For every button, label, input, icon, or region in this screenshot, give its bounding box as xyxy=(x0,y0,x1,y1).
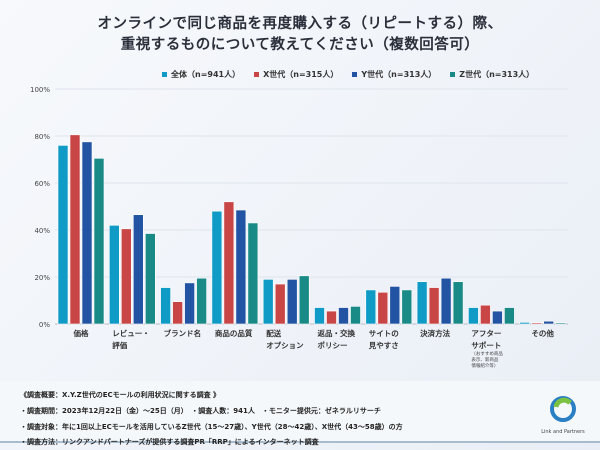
bar-4-2 xyxy=(286,279,298,325)
x-tick-label: 返品・交換 xyxy=(318,328,356,338)
legend-swatch xyxy=(162,72,167,77)
bar-3-3 xyxy=(247,222,259,325)
bar-9-0 xyxy=(519,322,531,325)
logo-mark-icon xyxy=(550,396,576,422)
x-tick-label: 商品の品質 xyxy=(215,328,253,338)
x-tick-label: アフター xyxy=(471,328,501,338)
bar-6-1 xyxy=(377,291,389,325)
legend-label: 全体（n=941人） xyxy=(171,70,241,79)
bar-4-0 xyxy=(262,279,274,325)
legend-swatch xyxy=(352,72,358,77)
bar-9-2 xyxy=(543,320,555,325)
legend-label: Y世代（n=313人） xyxy=(361,70,437,79)
bar-3-1 xyxy=(223,201,235,325)
logo-text: Link and Partners xyxy=(541,429,585,435)
x-tick-label: 評価 xyxy=(112,340,127,350)
bar-4-3 xyxy=(298,275,310,325)
y-tick-label: 0% xyxy=(39,321,50,329)
survey-method: ・調査方法：リンクアンドパートナーズが提供する調査PR「RRP」によるインターネ… xyxy=(20,438,319,446)
bar-9-3 xyxy=(555,322,567,325)
x-tick-label: 決済方法 xyxy=(420,328,450,338)
legend-item: Z世代（n=313人） xyxy=(450,69,534,80)
bar-6-3 xyxy=(401,289,413,325)
legend-item: X世代（n=315人） xyxy=(254,69,338,80)
x-tick-note: （おすすめ商品 xyxy=(471,350,503,357)
bar-1-1 xyxy=(121,228,132,325)
bar-3-0 xyxy=(211,210,223,325)
bar-7-1 xyxy=(428,287,440,325)
title-line-2: 重視するものについて教えてください（複数回答可） xyxy=(120,37,480,53)
bar-3-2 xyxy=(235,209,247,325)
bar-1-3 xyxy=(145,233,156,325)
bar-2-3 xyxy=(196,277,207,325)
bar-2-1 xyxy=(172,301,183,325)
x-tick-label: ポリシー xyxy=(318,340,348,350)
x-tick-note: 情報紹介等） xyxy=(471,362,498,369)
legend-item: 全体（n=941人） xyxy=(162,69,240,80)
bar-8-3 xyxy=(504,307,515,325)
bar-2-2 xyxy=(184,282,195,325)
legend: 全体（n=941人） X世代（n=315人） Y世代（n=313人） Z世代（n… xyxy=(162,69,534,80)
bar-6-2 xyxy=(389,286,401,325)
y-tick-label: 80% xyxy=(34,133,50,141)
x-tick-label: サポート xyxy=(471,340,501,350)
x-tick-label: 見やすさ xyxy=(368,340,399,350)
x-tick-label: オプション xyxy=(266,340,304,350)
bar-0-2 xyxy=(81,141,93,325)
x-tick-label: ブランド名 xyxy=(164,328,202,338)
legend-swatch xyxy=(450,72,456,77)
bar-5-2 xyxy=(338,307,349,325)
legend-label: Z世代（n=313人） xyxy=(459,70,535,79)
bar-5-0 xyxy=(314,307,325,325)
x-tick-label: その他 xyxy=(531,328,554,338)
bar-2-0 xyxy=(160,287,171,325)
legend-swatch xyxy=(254,72,260,77)
bar-0-1 xyxy=(69,134,81,325)
title-line-1: オンラインで同じ商品を再度購入する（リピートする）際、 xyxy=(97,16,503,32)
bar-0-3 xyxy=(93,158,105,325)
y-tick-label: 100% xyxy=(30,86,50,94)
x-tick-label: 配送 xyxy=(266,328,281,338)
legend-item: Y世代（n=313人） xyxy=(352,69,436,80)
bar-0-0 xyxy=(57,145,69,325)
survey-period: ・調査期間：2023年12月22日（金）～25日（月） ・調査人数：941人 ・… xyxy=(20,407,381,415)
bar-chart: 0% 20% 40% 60% 80% 100% 価格 レビュー・評価 ブランド名 商品の品質 配送オ… xyxy=(30,86,568,369)
survey-summary: 《調査概要：X.Y.Z世代のECモールの利用状況に関する調査 》 xyxy=(20,391,221,399)
bar-5-1 xyxy=(326,310,337,325)
bar-1-2 xyxy=(133,214,144,325)
survey-target: ・調査対象：年に1回以上ECモールを活用しているZ世代（15～27歳）、Y世代（… xyxy=(20,423,403,431)
bar-7-3 xyxy=(452,281,464,325)
bar-9-1 xyxy=(531,322,543,325)
y-tick-label: 20% xyxy=(34,274,50,282)
company-logo: Link and Partners xyxy=(540,395,586,435)
bar-8-2 xyxy=(492,310,503,325)
bar-5-3 xyxy=(350,306,361,325)
y-tick-label: 40% xyxy=(34,227,50,235)
survey-footer: 《調査概要：X.Y.Z世代のECモールの利用状況に関する調査 》 ・調査期間：2… xyxy=(0,381,600,446)
x-tick-label: レビュー・ xyxy=(112,328,150,338)
bar-6-0 xyxy=(365,289,377,325)
bar-7-2 xyxy=(440,277,452,325)
bar-4-1 xyxy=(274,283,286,325)
legend-label: X世代（n=315人） xyxy=(263,70,339,79)
bar-8-0 xyxy=(468,307,479,325)
bar-8-1 xyxy=(480,304,491,325)
chart-title: オンラインで同じ商品を再度購入する（リピートする）際、 重視するものについて教え… xyxy=(0,14,600,56)
bar-7-0 xyxy=(416,281,428,325)
y-tick-label: 60% xyxy=(34,180,50,188)
x-tick-note: 表示、新商品 xyxy=(471,356,498,363)
x-tick-label: サイトの xyxy=(369,329,399,338)
x-tick-label: 価格 xyxy=(73,328,89,338)
bar-1-0 xyxy=(109,225,120,325)
